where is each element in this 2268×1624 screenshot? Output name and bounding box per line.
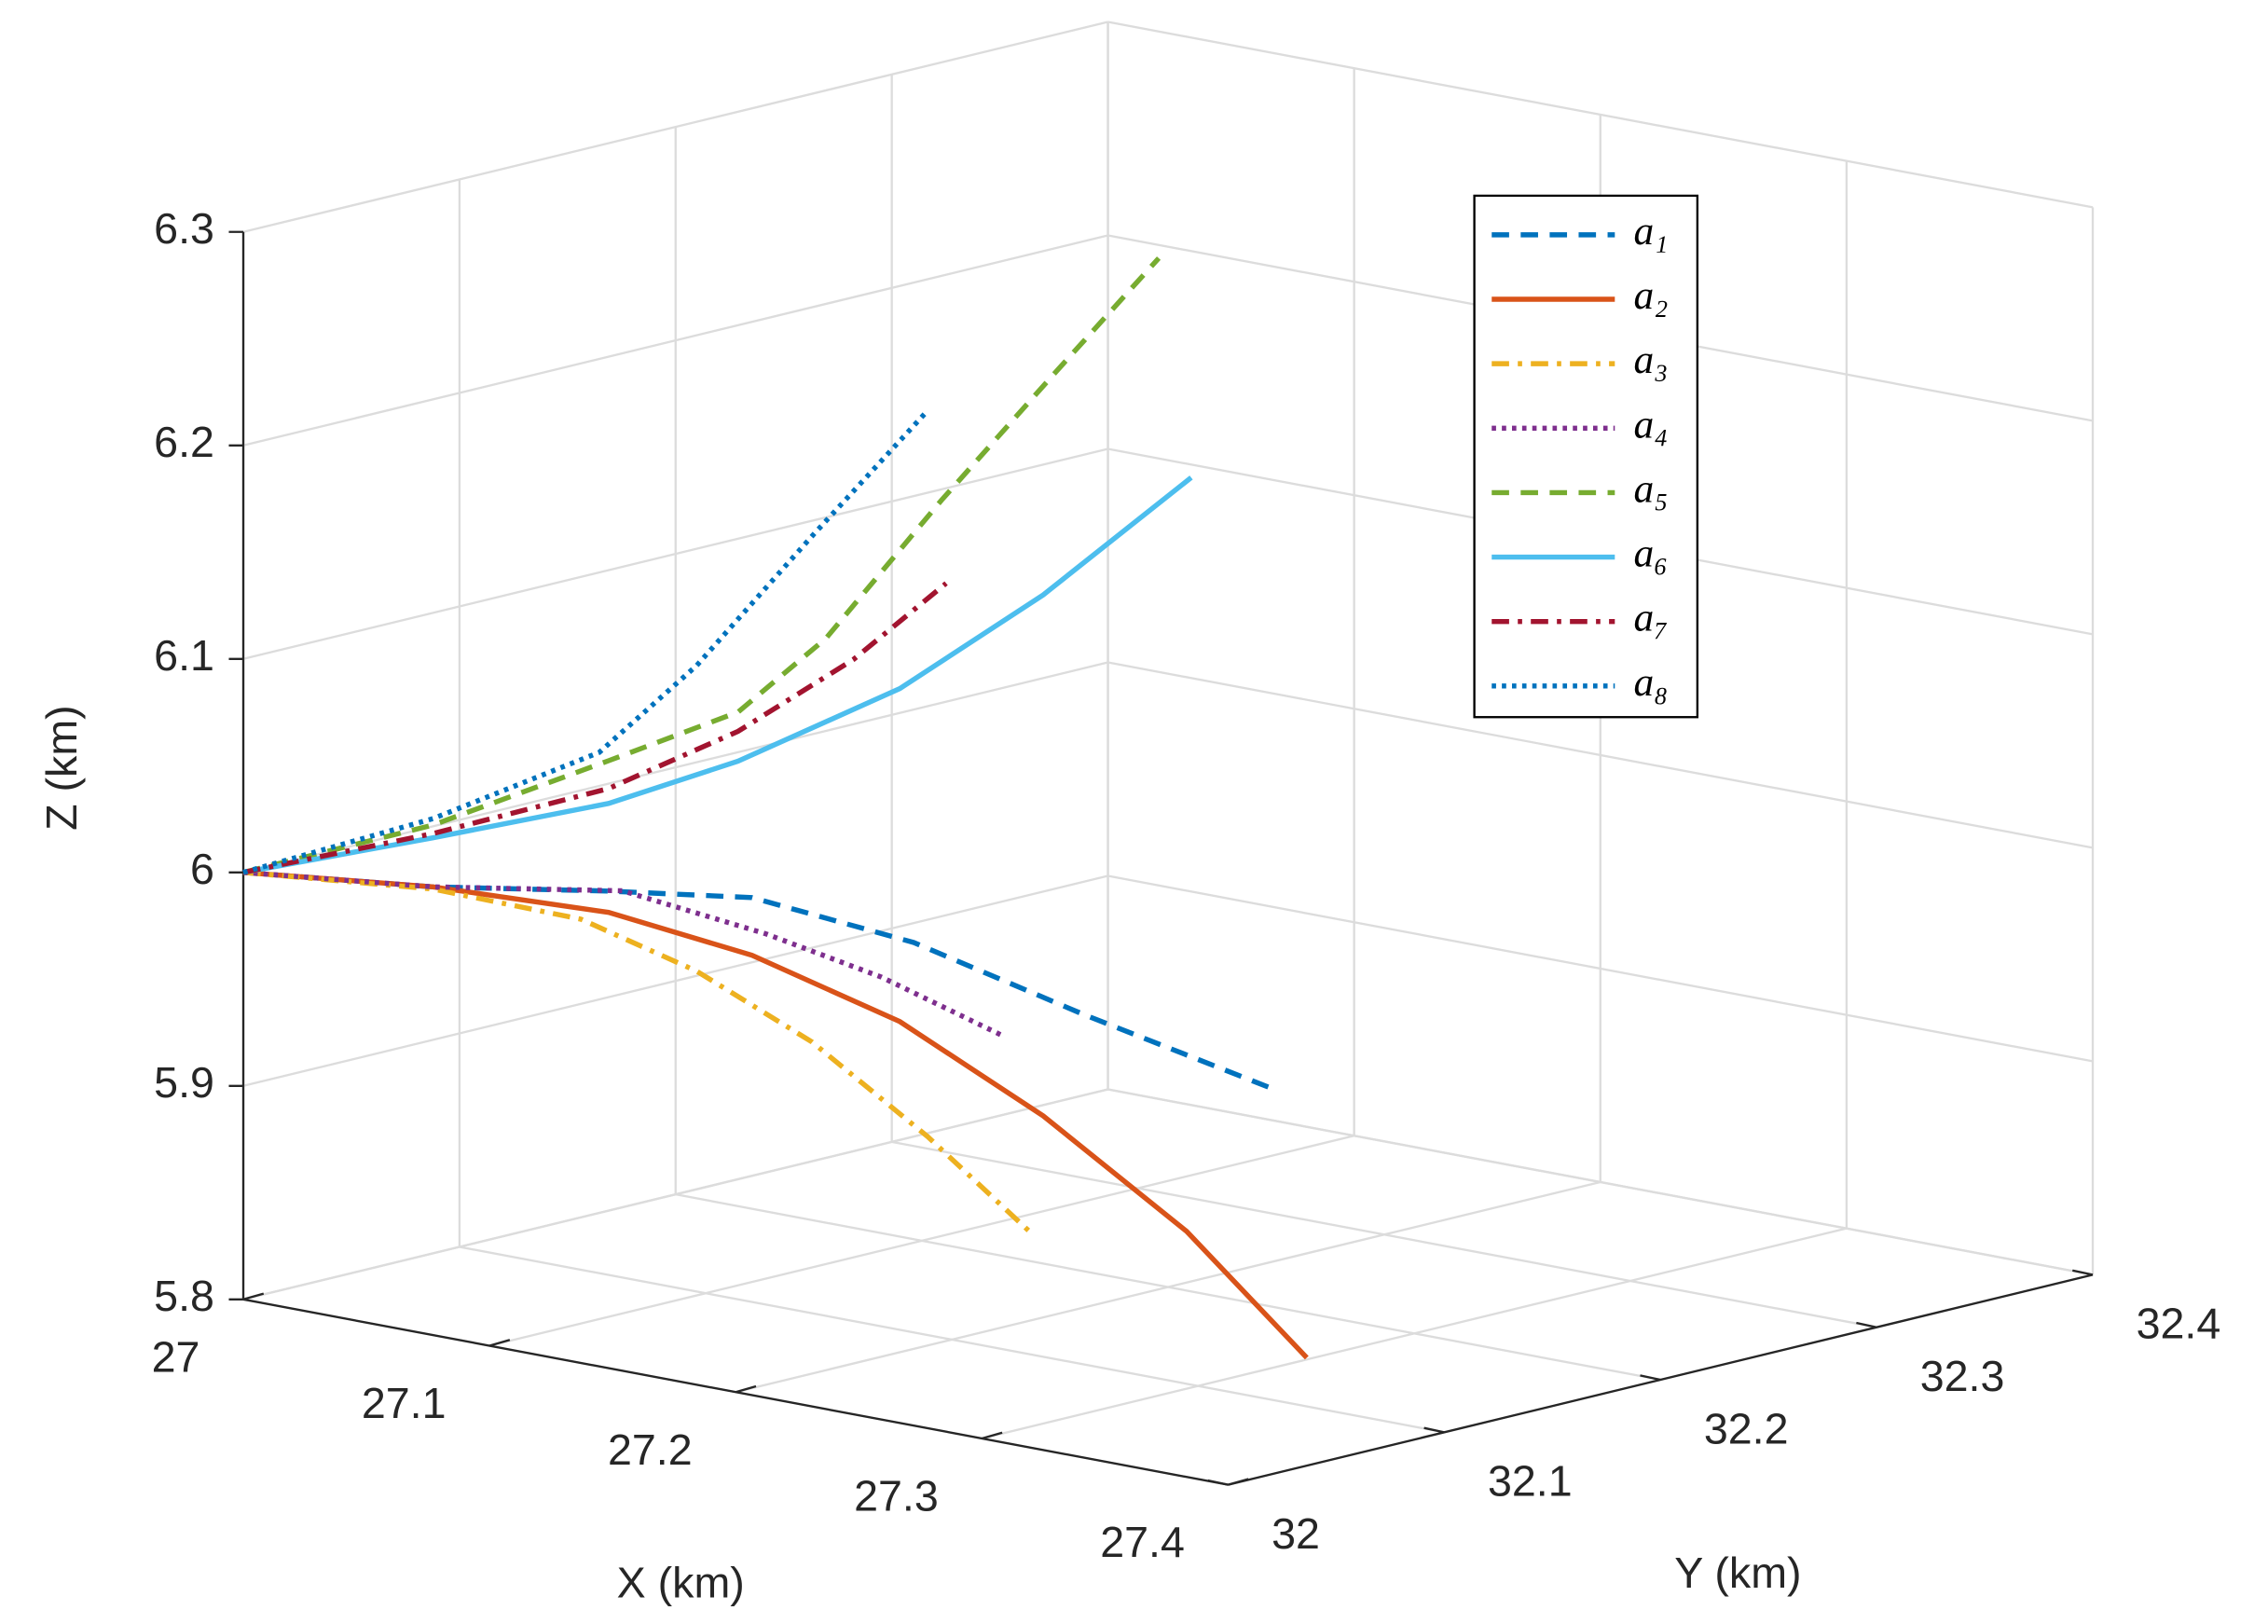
x-tick [982, 1431, 1003, 1440]
grid-line [242, 21, 1108, 233]
z-tick-label: 6.1 [154, 631, 214, 680]
y-tick-label: 32.4 [2137, 1300, 2221, 1348]
x-tick-label: 27 [152, 1332, 200, 1381]
y-tick [1207, 1479, 1229, 1486]
z-tick-label: 6.3 [154, 204, 214, 253]
data-line [242, 870, 1032, 1233]
z-axis-label: Z (km) [37, 705, 86, 831]
y-tick-label: 32.1 [1488, 1457, 1573, 1506]
x-tick-label: 27.2 [608, 1425, 693, 1474]
legend-label: a₈ [1634, 660, 1669, 705]
z-tick-label: 5.8 [154, 1272, 214, 1320]
grid-line [891, 1140, 1877, 1328]
grid-line [459, 1246, 1445, 1434]
legend-label: a₃ [1634, 337, 1669, 382]
x-tick [735, 1384, 757, 1394]
data-line [242, 408, 930, 875]
legend-label: a₂ [1634, 273, 1669, 318]
legend-label: a₇ [1634, 596, 1669, 640]
data-line [242, 581, 948, 875]
y-tick-label: 32.3 [1920, 1352, 2005, 1400]
z-tick-label: 6.2 [154, 418, 214, 466]
z-tick-label: 5.9 [154, 1058, 214, 1107]
data-line [242, 870, 1309, 1360]
x-tick [488, 1339, 511, 1347]
x-tick [1228, 1478, 1249, 1486]
legend-box [1473, 194, 1699, 719]
grid-line [242, 234, 1108, 447]
plot-lines [242, 256, 1309, 1360]
x-tick-label: 27.1 [362, 1379, 447, 1427]
grid-line [1107, 1088, 2094, 1276]
z-tick-label: 6 [190, 845, 214, 893]
y-tick-label: 32.2 [1704, 1404, 1789, 1452]
y-tick [1423, 1426, 1445, 1434]
grid-line [1107, 874, 2094, 1063]
y-tick [2072, 1269, 2094, 1276]
data-line [242, 256, 1161, 875]
y-axis-label: Y (km) [1674, 1548, 1801, 1597]
legend-label: a₆ [1634, 531, 1669, 576]
x-tick [242, 1292, 265, 1301]
legend: a₁ a₂ a₃ a₄ a₅ a₆ a₇ a₈ [1473, 194, 1699, 719]
y-tick [1640, 1374, 1661, 1382]
y-tick-label: 32 [1271, 1509, 1320, 1558]
x-axis-label: X (km) [617, 1559, 745, 1607]
legend-label: a₄ [1634, 402, 1669, 447]
x-tick-label: 27.3 [854, 1472, 939, 1521]
y-tick [1856, 1321, 1877, 1328]
x-tick-label: 27.4 [1100, 1518, 1185, 1566]
grid-line [1107, 661, 2094, 849]
axes: 5.8 5.9 6 6.1 6.2 6.3 27 27.1 27.2 27.3 27.4 32 32.1… [152, 204, 2221, 1566]
data-line [242, 475, 1193, 875]
legend-label: a₁ [1634, 209, 1669, 254]
grid-line [242, 874, 1108, 1087]
grid-line [242, 1088, 1108, 1301]
legend-label: a₅ [1634, 466, 1669, 511]
grid-line [675, 1193, 1661, 1382]
grid-line [1107, 21, 2094, 209]
grid-line [242, 447, 1108, 660]
